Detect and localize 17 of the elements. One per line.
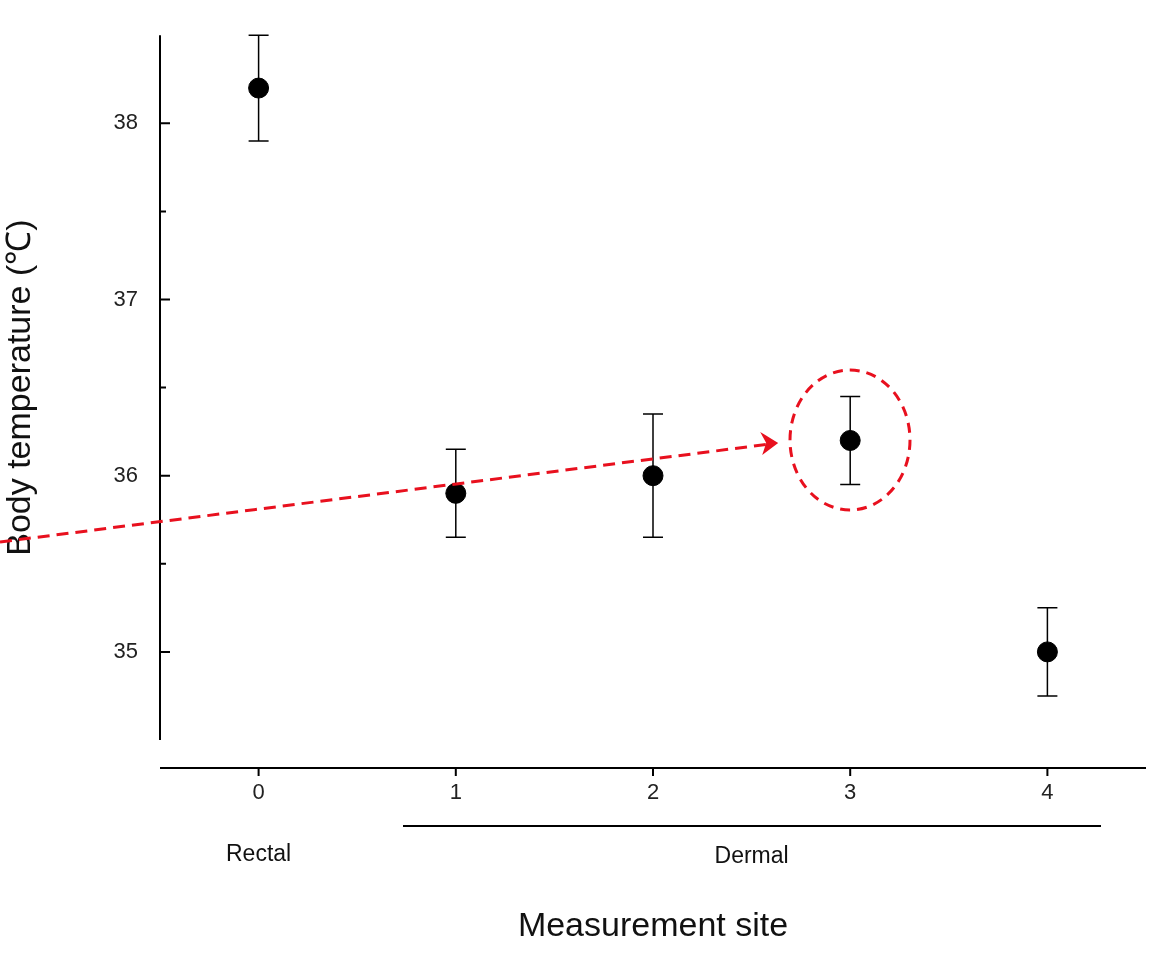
y-tick-label: 37 [113,285,138,311]
x-axis-title: Measurement site [517,904,789,943]
point [839,429,861,451]
y-tick-label: 38 [113,109,138,135]
y-tick-label: 35 [113,637,138,663]
x-tick-label: 2 [646,779,660,805]
text: Dermal [713,842,790,869]
point [1036,641,1058,663]
point [248,77,270,99]
x-tick-label: 1 [449,779,462,805]
y-tick-label: 36 [113,461,138,487]
text: Rectal [225,840,293,867]
x-tick-label: 4 [1041,779,1054,805]
y-axis-title: Body temperature (℃) [0,219,37,556]
x-tick-label: 0 [252,779,265,805]
x-tick-label: 3 [844,779,857,805]
point [642,465,664,487]
